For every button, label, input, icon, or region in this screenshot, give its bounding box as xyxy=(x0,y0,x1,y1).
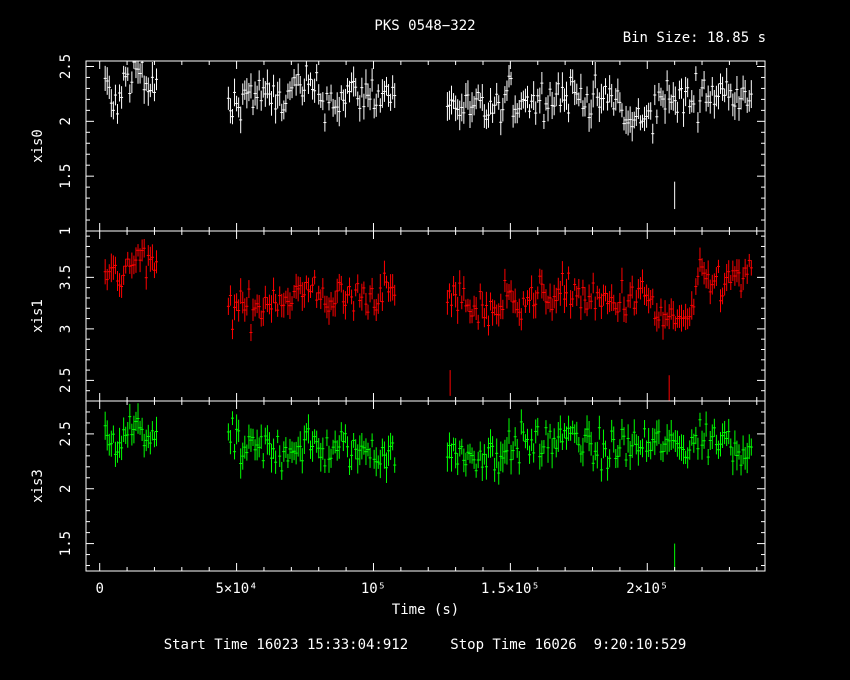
xis3-y-tick-label: 2 xyxy=(58,485,74,493)
x-tick-label: 0 xyxy=(95,581,103,597)
xis0-panel-frame xyxy=(85,60,766,232)
xis3-y-tick-label: 2.5 xyxy=(58,421,74,446)
chart-title: PKS 0548−322 xyxy=(374,18,476,34)
x-axis-label: Time (s) xyxy=(392,602,459,618)
xis1-y-tick-label: 2.5 xyxy=(58,368,74,393)
xis1-y-tick-label: 3 xyxy=(58,325,74,333)
xis1-y-axis-label: xis1 xyxy=(30,299,46,333)
xis0-y-tick-label: 1 xyxy=(58,227,74,235)
xis3-y-axis-label: xis3 xyxy=(30,469,46,503)
xis0-y-tick-label: 1.5 xyxy=(58,164,74,189)
xis0-y-tick-label: 2 xyxy=(58,117,74,125)
xis3-y-tick-label: 1.5 xyxy=(58,531,74,556)
xis0-y-tick-label: 2.5 xyxy=(58,54,74,79)
x-tick-label: 10⁵ xyxy=(361,581,386,597)
x-tick-label: 1.5×10⁵ xyxy=(481,581,540,597)
bin-size-label: Bin Size: 18.85 s xyxy=(622,30,766,46)
x-tick-label: 2×10⁵ xyxy=(626,581,668,597)
xis1-y-tick-label: 3.5 xyxy=(58,265,74,290)
time-range-footer: Start Time 16023 15:33:04:912 Stop Time … xyxy=(163,637,687,653)
xis0-y-axis-label: xis0 xyxy=(30,129,46,163)
xis3-panel-frame xyxy=(85,400,766,572)
x-tick-label: 5×10⁴ xyxy=(216,581,258,597)
